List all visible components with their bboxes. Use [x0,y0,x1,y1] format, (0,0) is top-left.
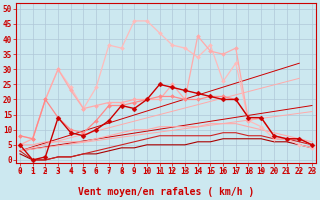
X-axis label: Vent moyen/en rafales ( km/h ): Vent moyen/en rafales ( km/h ) [78,187,254,197]
